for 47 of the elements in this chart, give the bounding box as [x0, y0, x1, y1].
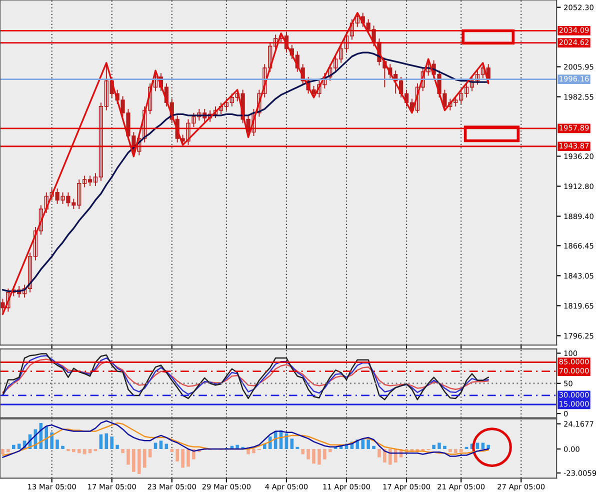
bar: [132, 448, 136, 472]
bar: [246, 448, 250, 454]
bar: [176, 448, 179, 462]
bar: [154, 442, 158, 449]
bar: [372, 446, 376, 449]
bar: [448, 448, 452, 452]
bar: [6, 448, 10, 452]
bar: [328, 448, 332, 452]
bar: [170, 448, 174, 452]
bar: [323, 448, 326, 460]
bar: [99, 434, 103, 449]
bar: [476, 442, 480, 449]
bar: [116, 444, 119, 449]
bar: [181, 448, 184, 468]
bar: [12, 444, 16, 449]
bar: [72, 448, 76, 452]
bar: [318, 448, 321, 465]
bar: [366, 440, 370, 449]
bar: [121, 448, 124, 454]
bar: [110, 436, 114, 449]
bar: [361, 438, 364, 449]
bar: [486, 444, 490, 449]
bar: [306, 448, 310, 460]
bar: [454, 448, 458, 454]
bar: [1, 448, 4, 454]
bar: [443, 446, 446, 449]
bar: [438, 442, 441, 449]
bar: [66, 448, 70, 452]
line-series: [2, 12, 490, 316]
bar: [142, 448, 146, 468]
bar: [301, 448, 304, 454]
bar: [148, 448, 152, 458]
bar: [252, 448, 256, 454]
bar: [432, 444, 436, 449]
bar: [104, 433, 108, 449]
bar: [388, 448, 392, 465]
bar: [77, 448, 81, 454]
bar: [138, 448, 141, 474]
bar: [61, 446, 64, 449]
bar: [481, 442, 485, 449]
bar: [378, 448, 381, 458]
bar: [126, 448, 130, 465]
bar: [56, 440, 59, 449]
bar: [159, 440, 163, 449]
bar: [186, 448, 190, 467]
bar: [312, 448, 316, 464]
bar: [290, 438, 294, 449]
